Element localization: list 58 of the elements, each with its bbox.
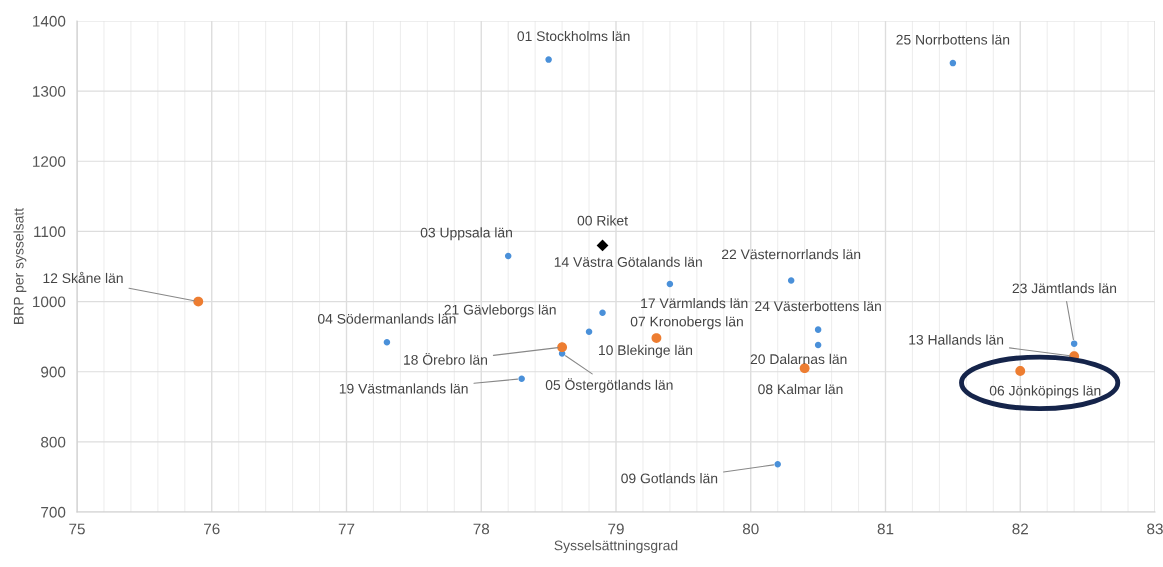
point xyxy=(518,375,525,382)
point xyxy=(599,309,606,317)
point xyxy=(1015,366,1026,376)
x-axis-title: Sysselsättningsgrad xyxy=(554,540,678,554)
point xyxy=(557,342,568,353)
y-tick-label: 1300 xyxy=(33,86,66,97)
x-tick-label: 75 xyxy=(69,523,85,535)
point xyxy=(1070,340,1078,347)
point xyxy=(814,341,822,349)
x-tick-label: 81 xyxy=(877,523,894,535)
y-axis-title: BRP per sysselsatt xyxy=(13,208,27,324)
point xyxy=(383,339,391,346)
x-tick-label: 83 xyxy=(1147,523,1163,535)
point xyxy=(651,333,662,343)
annotation: 04 Södermanlands län xyxy=(317,313,456,324)
annotation: 07 Kronobergs län xyxy=(630,316,743,330)
annotation: 19 Västmanlands län xyxy=(339,383,468,394)
point xyxy=(504,252,512,260)
point xyxy=(666,280,674,288)
annotation: 09 Gotlands län xyxy=(621,473,718,484)
point xyxy=(585,328,593,335)
y-tick-label: 700 xyxy=(41,506,66,518)
y-tick-label: 1000 xyxy=(33,296,66,308)
annotation: 12 Skåne län xyxy=(43,271,123,284)
annotation: 14 Västra Götalands län xyxy=(554,256,702,267)
point xyxy=(774,461,781,468)
annotation: 24 Västerbottens län xyxy=(755,300,881,312)
annotation: 05 Östergötlands län xyxy=(545,378,673,393)
point xyxy=(787,277,795,284)
x-tick-label: 80 xyxy=(742,523,759,535)
point xyxy=(799,363,810,374)
x-tick-label: 77 xyxy=(338,523,355,535)
annotation: 06 Jönköpings län xyxy=(989,385,1101,399)
x-tick-label: 76 xyxy=(204,523,220,535)
y-tick-label: 800 xyxy=(41,436,66,448)
y-tick-label: 900 xyxy=(41,366,66,378)
annotation: 08 Kalmar län xyxy=(758,383,843,395)
annotation: 10 Blekinge län xyxy=(599,344,693,358)
point xyxy=(814,326,822,333)
annotation: 00 Riket xyxy=(577,215,628,226)
y-tick-label: 1400 xyxy=(33,15,66,27)
x-tick-label: 82 xyxy=(1012,523,1028,535)
x-tick-label: 79 xyxy=(608,523,624,535)
annotation: 01 Stockholms län xyxy=(517,30,630,42)
point xyxy=(193,296,204,307)
annotation: 18 Örebro län xyxy=(404,353,487,365)
point xyxy=(545,56,552,63)
y-tick-label: 1200 xyxy=(33,156,66,167)
x-tick-label: 78 xyxy=(473,523,490,535)
y-tick-label: 1100 xyxy=(34,226,66,238)
annotation: 23 Jämtlands län xyxy=(1012,283,1117,294)
annotation: 17 Värmlands län xyxy=(641,297,748,309)
annotation: 13 Hallands län xyxy=(909,334,1004,345)
annotation: 22 Västernorrlands län xyxy=(722,249,861,260)
point xyxy=(949,59,957,67)
annotation: 25 Norrbottens län xyxy=(896,34,1010,45)
annotation: 20 Dalarnas län xyxy=(750,353,847,365)
annotation: 03 Uppsala län xyxy=(420,227,512,241)
